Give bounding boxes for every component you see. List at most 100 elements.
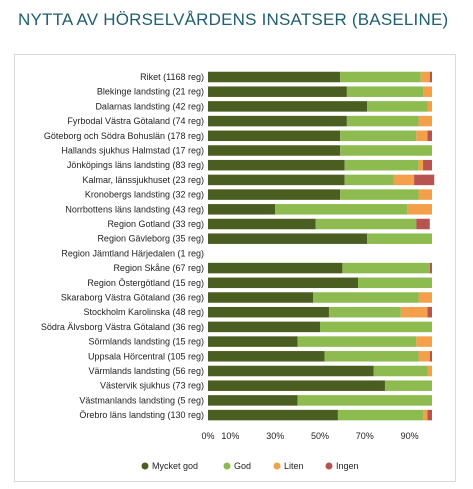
bar-segment-god xyxy=(346,115,419,127)
bar-segment-god xyxy=(344,159,419,171)
bar-segment-liten xyxy=(418,115,432,127)
bar-segment-mycket-god xyxy=(208,159,345,171)
bar-segment-god xyxy=(384,380,432,391)
category-label: Region Östergötland (15 reg) xyxy=(87,278,204,288)
bar-segment-god xyxy=(367,101,428,112)
category-label: Blekinge landsting (21 reg) xyxy=(97,87,204,97)
category-label: Region Gävleborg (35 reg) xyxy=(97,234,204,244)
bar-segment-ingen xyxy=(429,71,432,83)
bar-segment-god xyxy=(337,409,424,421)
bar-segment-god xyxy=(340,145,432,156)
bar-segment-god xyxy=(313,292,419,303)
bar-segment-god xyxy=(342,262,430,274)
category-label: Riket (1168 reg) xyxy=(140,72,204,82)
category-label: Västmanlands landsting (5 reg) xyxy=(79,395,204,405)
bar-segment-liten xyxy=(427,365,432,377)
legend-label: Ingen xyxy=(336,461,359,471)
bar-segment-god xyxy=(320,321,432,333)
bar-segment-mycket-god xyxy=(208,306,329,318)
bar-segment-mycket-god xyxy=(208,130,341,142)
category-label: Värmlands landsting (56 reg) xyxy=(88,366,204,376)
category-label: Region Skåne (67 reg) xyxy=(113,263,204,273)
x-tick-label: 70% xyxy=(356,431,374,441)
bar-segment-mycket-god xyxy=(208,145,341,156)
category-label: Region Gotland (33 reg) xyxy=(107,219,204,229)
bar-segment-liten xyxy=(416,130,428,142)
bar-segment-liten xyxy=(418,351,430,362)
bar-segment-mycket-god xyxy=(208,277,359,289)
bar-segment-liten xyxy=(416,336,432,347)
bar-segment-ingen xyxy=(414,174,435,186)
legend-label: Mycket god xyxy=(152,461,198,471)
category-label: Örebro läns landsting (130 reg) xyxy=(79,410,204,420)
bar-segment-god xyxy=(344,174,394,186)
bar-segment-liten xyxy=(427,101,432,112)
x-tick-label: 90% xyxy=(401,431,419,441)
bar-segment-ingen xyxy=(427,409,432,421)
bar-segment-liten xyxy=(393,174,415,186)
category-label: Sörmlands landsting (15 reg) xyxy=(88,337,204,347)
category-label: Norrbottens läns landsting (43 reg) xyxy=(65,204,204,214)
category-label: Göteborg och Södra Bohuslän (178 reg) xyxy=(44,131,204,141)
bar-segments xyxy=(208,71,435,421)
bar-segment-mycket-god xyxy=(208,336,298,347)
bar-segment-god xyxy=(340,189,419,200)
legend-marker xyxy=(223,462,231,470)
category-label: Uppsala Hörcentral (105 reg) xyxy=(88,351,204,361)
bar-segment-god xyxy=(373,365,428,377)
category-label: Skaraborg Västra Götaland (36 reg) xyxy=(61,293,204,303)
bar-segment-mycket-god xyxy=(208,218,316,230)
x-tick-label: 10% xyxy=(221,431,239,441)
bar-segment-mycket-god xyxy=(208,115,347,127)
category-label: Stockholm Karolinska (48 reg) xyxy=(83,307,204,317)
category-label: Södra Älvsborg Västra Götaland (36 reg) xyxy=(41,322,204,332)
bar-segment-mycket-god xyxy=(208,321,320,333)
category-label: Kalmar, länssjukhuset (23 reg) xyxy=(82,175,204,185)
bar-segment-god xyxy=(315,218,417,230)
bar-segment-mycket-god xyxy=(208,101,368,112)
bar-segment-mycket-god xyxy=(208,395,298,406)
bar-segment-god xyxy=(340,130,417,142)
category-labels: Riket (1168 reg) Blekinge landsting (21 r… xyxy=(41,72,204,420)
bar-segment-god xyxy=(346,86,424,97)
legend-marker xyxy=(141,462,149,470)
bar-segment-mycket-god xyxy=(208,204,276,215)
category-label: Hallands sjukhus Halmstad (17 reg) xyxy=(61,146,204,156)
category-label: Fyrbodal Västra Götaland (74 reg) xyxy=(67,116,204,126)
bar-segment-ingen xyxy=(429,351,432,362)
bar-segment-god xyxy=(297,395,432,406)
legend-label: Liten xyxy=(284,461,304,471)
chart-plot: Riket (1168 reg) Blekinge landsting (21 r… xyxy=(41,71,435,471)
x-tick-label: 30% xyxy=(266,431,284,441)
bar-segment-ingen xyxy=(429,262,432,274)
category-label: Jönköpings läns landsting (83 reg) xyxy=(67,160,204,170)
bar-segment-mycket-god xyxy=(208,262,343,274)
x-tick-label: 50% xyxy=(311,431,329,441)
bar-segment-god xyxy=(328,306,401,318)
bar-segment-liten xyxy=(418,159,424,171)
bar-segment-god xyxy=(340,71,421,83)
x-tick-label: 0% xyxy=(201,431,214,441)
category-label: Dalarnas landsting (42 reg) xyxy=(95,101,204,111)
x-axis: 0% 10% 30% 50% 70% 90% xyxy=(201,431,418,441)
bar-segment-liten xyxy=(418,189,432,200)
bar-segment-god xyxy=(358,277,432,289)
bar-segment-god xyxy=(297,336,417,347)
bar-segment-liten xyxy=(423,86,432,97)
bar-segment-god xyxy=(275,204,408,215)
category-label: Västervik sjukhus (73 reg) xyxy=(100,381,204,391)
chart-panel: Riket (1168 reg) Blekinge landsting (21 r… xyxy=(14,54,456,482)
bar-segment-ingen xyxy=(423,159,432,171)
bar-segment-mycket-god xyxy=(208,351,325,362)
legend: Mycket god God Liten Ingen xyxy=(141,461,359,471)
bar-segment-liten xyxy=(418,292,432,303)
bar-segment-mycket-god xyxy=(208,409,338,421)
category-label: Kronobergs landsting (32 reg) xyxy=(85,190,204,200)
bar-segment-mycket-god xyxy=(208,86,347,97)
bar-segment-mycket-god xyxy=(208,380,385,391)
bar-segment-liten xyxy=(420,71,430,83)
chart-title: NYTTA AV HÖRSELVÅRDENS INSATSER (BASELIN… xyxy=(18,10,449,29)
bar-segment-ingen xyxy=(427,306,432,318)
category-label: Region Jämtland Härjedalen (1 reg) xyxy=(61,248,204,258)
bar-segment-ingen xyxy=(427,130,432,142)
